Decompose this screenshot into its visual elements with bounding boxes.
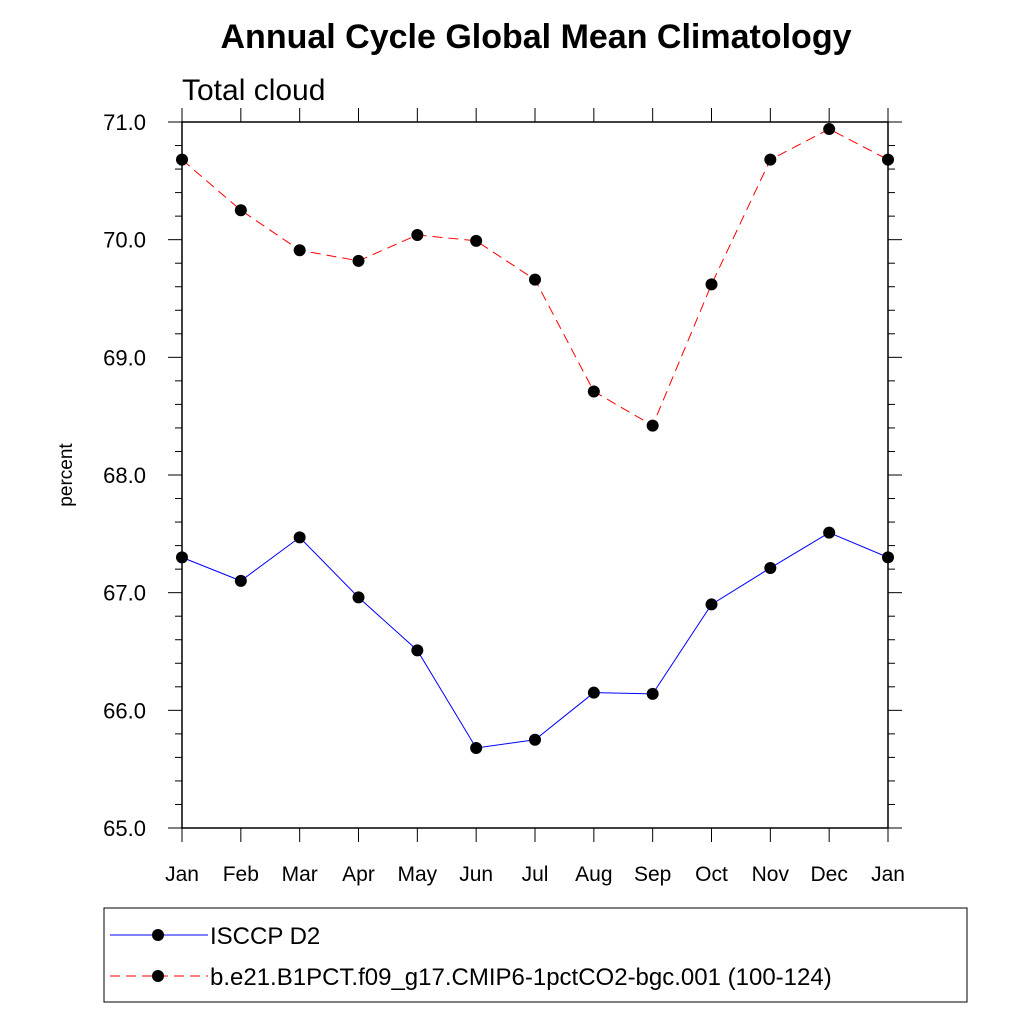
series-1-point bbox=[764, 153, 777, 166]
x-tick-label: Feb bbox=[223, 863, 259, 886]
plot-frame bbox=[181, 121, 889, 829]
legend-marker-1 bbox=[152, 970, 164, 982]
series-1-point bbox=[529, 273, 541, 286]
x-axis-ticks: Jan Feb Mar Apr May Jun Jul Aug Sep Oct Nov Dec Jan bbox=[165, 108, 905, 886]
series-1-point bbox=[705, 278, 718, 291]
series-1-point bbox=[882, 153, 894, 166]
legend-label-0: ISCCP D2 bbox=[210, 923, 320, 950]
y-tick-label: 68.0 bbox=[103, 463, 146, 488]
series-1-point bbox=[234, 204, 247, 217]
x-tick-label: Jan bbox=[165, 863, 199, 886]
x-tick-label: Mar bbox=[282, 863, 318, 886]
series-0-point bbox=[470, 741, 483, 754]
series-0-point bbox=[823, 526, 836, 539]
series-layer bbox=[176, 123, 894, 754]
x-tick-label: Jun bbox=[459, 863, 493, 886]
x-tick-label: Dec bbox=[810, 863, 847, 886]
x-tick-label: Aug bbox=[575, 863, 612, 886]
x-tick-label: Jul bbox=[522, 863, 549, 886]
legend-marker-0 bbox=[152, 929, 164, 941]
chart-subtitle: Total cloud bbox=[182, 74, 325, 107]
series-0-point bbox=[646, 687, 659, 700]
chart-title: Annual Cycle Global Mean Climatology bbox=[221, 18, 852, 56]
series-0-point bbox=[882, 551, 894, 564]
y-tick-label: 67.0 bbox=[103, 581, 146, 606]
series-0-point bbox=[529, 733, 541, 746]
y-tick-label: 65.0 bbox=[103, 816, 146, 841]
x-tick-label: Sep bbox=[634, 863, 671, 886]
x-tick-label: Oct bbox=[695, 863, 728, 886]
y-tick-label: 66.0 bbox=[103, 698, 146, 723]
series-1-point bbox=[293, 244, 306, 257]
series-0-point bbox=[411, 644, 424, 657]
series-1-point bbox=[352, 254, 365, 267]
legend-box bbox=[103, 907, 968, 1003]
y-tick-label: 70.0 bbox=[103, 228, 146, 253]
y-tick-label: 71.0 bbox=[103, 110, 146, 135]
series-0-point bbox=[293, 531, 306, 544]
series-0-point bbox=[764, 561, 777, 574]
series-1-point bbox=[176, 153, 188, 166]
y-axis-ticks: 65.0 66.0 67.0 68.0 69.0 70.0 71.0 bbox=[103, 110, 902, 841]
series-0-point bbox=[234, 574, 247, 587]
legend: ISCCP D2 b.e21.B1PCT.f09_g17.CMIP6-1pctCO… bbox=[110, 923, 832, 991]
x-tick-label: Jan bbox=[871, 863, 905, 886]
x-tick-label: Nov bbox=[752, 863, 790, 886]
x-tick-label: May bbox=[397, 863, 437, 886]
x-tick-label: Apr bbox=[342, 863, 375, 886]
series-0-point bbox=[587, 686, 600, 699]
series-1-point bbox=[823, 123, 836, 136]
series-0-point bbox=[705, 598, 718, 611]
series-0-point bbox=[352, 591, 365, 604]
series-1-point bbox=[470, 234, 483, 247]
series-0-point bbox=[176, 551, 188, 564]
y-axis-label: percent bbox=[56, 443, 77, 507]
series-1-point bbox=[411, 228, 424, 241]
series-line-0 bbox=[181, 532, 889, 749]
series-1-point bbox=[646, 419, 659, 432]
series-1-point bbox=[587, 385, 600, 398]
y-tick-label: 69.0 bbox=[103, 345, 146, 370]
legend-label-1: b.e21.B1PCT.f09_g17.CMIP6-1pctCO2-bgc.00… bbox=[210, 964, 832, 991]
